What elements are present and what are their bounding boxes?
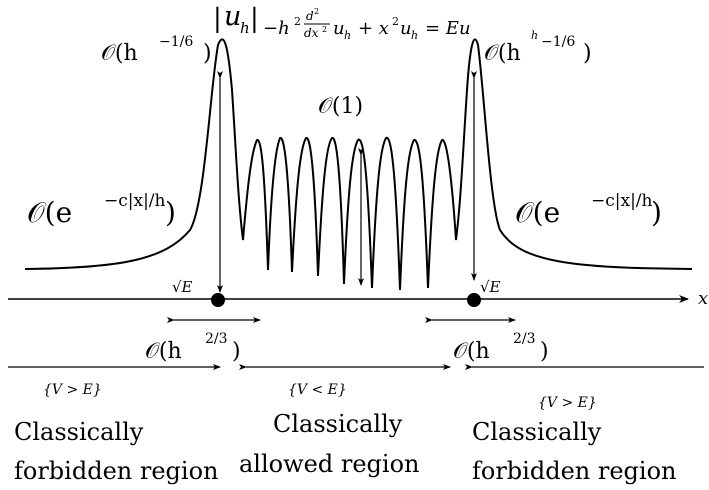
eq-equals-E: = Eu bbox=[425, 18, 471, 39]
width-right-label: 𝒪(h 2/3 ) bbox=[453, 331, 549, 364]
eq-frac-den: dx bbox=[304, 26, 319, 40]
header-equation: | u h | −h 2 d 2 dx 2 u h + x 2 u h = Eu… bbox=[213, 1, 538, 42]
eq-frac-den-sup: 2 bbox=[322, 25, 327, 34]
peak-left-label: 𝒪(h −1/6 ) bbox=[101, 34, 212, 66]
decay-right-label: 𝒪(e −c|x|/h ) bbox=[515, 191, 662, 229]
peak-right-main: 𝒪(h bbox=[484, 41, 521, 66]
sqrtE-left-label: √E bbox=[172, 278, 193, 296]
peak-left-sup: −1/6 bbox=[159, 34, 193, 50]
region-middle-line2: allowed region bbox=[239, 450, 419, 478]
peak-right-label: 𝒪(h −1/6 ) bbox=[484, 34, 592, 66]
eq-plus-x: + x bbox=[358, 18, 389, 39]
wavefunction-curve bbox=[24, 38, 693, 291]
decay-left-label: 𝒪(e −c|x|/h ) bbox=[27, 191, 176, 229]
middle-amplitude-label: 𝒪(1) bbox=[318, 94, 363, 119]
width-right-close: ) bbox=[540, 339, 549, 364]
decay-left-sup: −c|x|/h bbox=[104, 191, 166, 211]
decay-left-main: 𝒪(e bbox=[27, 196, 72, 229]
turning-point-right bbox=[467, 293, 481, 307]
width-right-sup: 2/3 bbox=[513, 331, 536, 347]
eq-frac-num-sup: 2 bbox=[314, 7, 319, 16]
width-left-close: ) bbox=[232, 339, 241, 364]
eq-u1-sub: h bbox=[344, 29, 351, 42]
width-left-sup: 2/3 bbox=[205, 331, 228, 347]
peak-left-main: 𝒪(h bbox=[101, 41, 138, 66]
decay-right-sup: −c|x|/h bbox=[591, 191, 653, 211]
eq-minus-h-sup: 2 bbox=[294, 15, 301, 28]
abs-u-sub: h bbox=[240, 19, 250, 37]
region-right-condition: {V > E} bbox=[538, 395, 597, 411]
decay-left-close: ) bbox=[165, 196, 176, 229]
region-middle-line1: Classically bbox=[273, 410, 403, 438]
sqrtE-right-label: √E bbox=[480, 278, 501, 296]
region-left-line1: Classically bbox=[14, 418, 144, 446]
abs-u-var: u bbox=[224, 1, 241, 32]
decay-right-main: 𝒪(e bbox=[515, 196, 560, 229]
region-middle-condition: {V < E} bbox=[288, 382, 347, 398]
abs-open: | bbox=[213, 4, 222, 34]
eq-u1: u bbox=[333, 18, 345, 39]
eq-frac-num: d bbox=[306, 9, 314, 23]
eq-equals-sub: h bbox=[531, 29, 538, 42]
width-left-label: 𝒪(h 2/3 ) bbox=[145, 331, 241, 364]
eq-u2: u bbox=[400, 18, 412, 39]
region-left-line2: forbidden region bbox=[14, 457, 218, 485]
turning-point-left bbox=[211, 293, 225, 307]
region-right-line1: Classically bbox=[472, 418, 602, 446]
region-right-line2: forbidden region bbox=[472, 457, 676, 485]
x-axis-label: x bbox=[698, 288, 708, 309]
peak-left-close: ) bbox=[203, 41, 212, 66]
peak-right-close: ) bbox=[583, 41, 592, 66]
abs-close: | bbox=[250, 4, 259, 34]
eq-plus-x-sup: 2 bbox=[392, 15, 399, 28]
width-left-main: 𝒪(h bbox=[145, 339, 182, 364]
width-right-main: 𝒪(h bbox=[453, 339, 490, 364]
eq-minus-h: −h bbox=[263, 18, 290, 39]
decay-right-close: ) bbox=[651, 196, 662, 229]
region-left-condition: {V > E} bbox=[43, 382, 102, 398]
eq-u2-sub: h bbox=[411, 29, 418, 42]
peak-right-sup: −1/6 bbox=[541, 34, 575, 50]
